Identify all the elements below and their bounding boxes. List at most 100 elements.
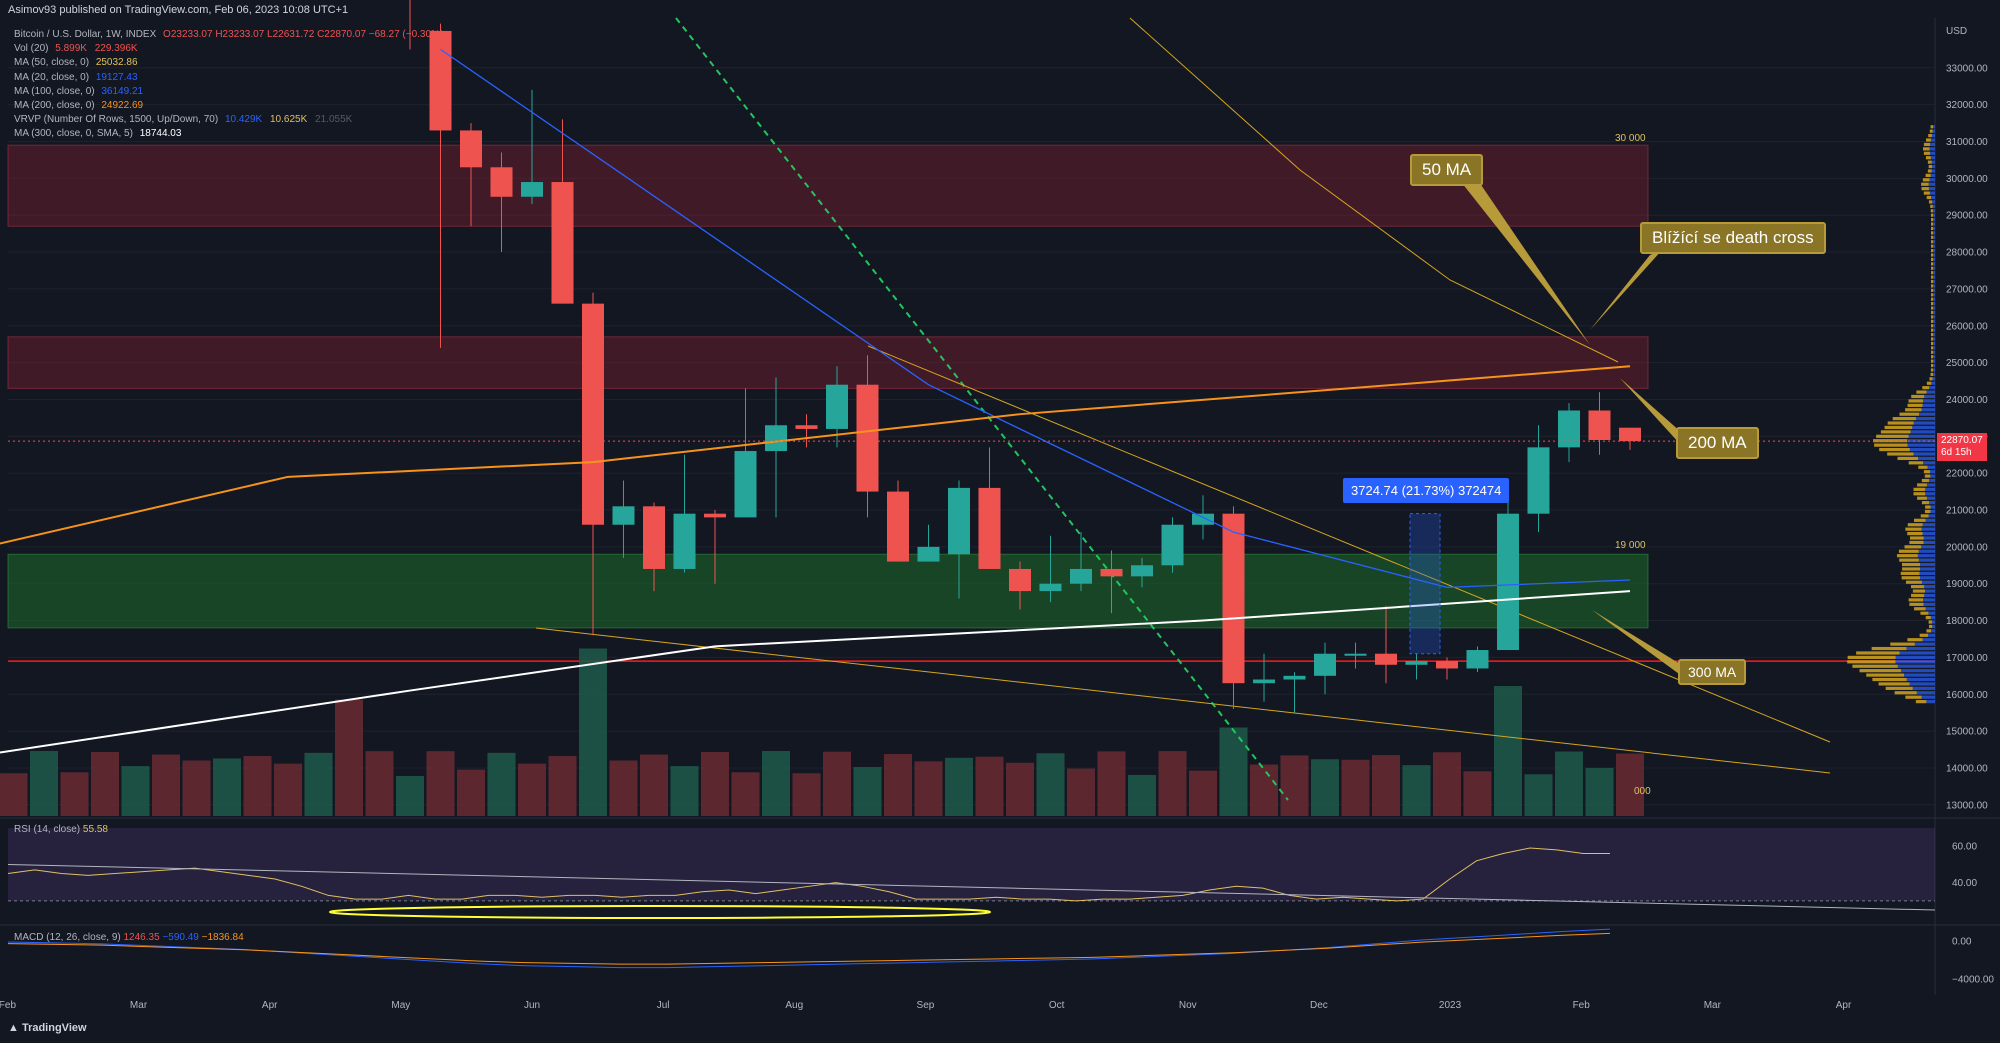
vrvp-bar-up [1931, 244, 1934, 248]
vrvp-bar-up [1880, 430, 1911, 434]
y-tick-label: 22000.00 [1946, 469, 1988, 480]
volume-bar [304, 752, 333, 816]
volume-bar [701, 751, 729, 816]
vrvp-bar-down [1933, 355, 1935, 359]
x-tick-label: Sep [917, 1000, 935, 1011]
candle-body [521, 182, 543, 197]
vrvp-bar-up [1908, 598, 1924, 602]
price-axis[interactable]: 33000.00 32000.00 31000.00 30000.00 29000.00… [1946, 26, 1988, 811]
vrvp-bar-down [1918, 456, 1935, 461]
vrvp-bar-up [1930, 359, 1934, 363]
vrvp-bar-down [1928, 633, 1935, 637]
y-tick-label: 28000.00 [1946, 248, 1988, 259]
vrvp-bar-down [1931, 381, 1935, 385]
vrvp-bar-up [1926, 138, 1931, 142]
vrvp-bar-down [1924, 593, 1935, 598]
vrvp-bar-down [1929, 142, 1935, 147]
volume-bar [823, 751, 851, 816]
vrvp-bar-up [1905, 580, 1922, 584]
vrvp-bar-up [1917, 496, 1927, 500]
vrvp-bar-up [1907, 523, 1923, 527]
vrvp-bar-up [1930, 222, 1934, 226]
vrvp-bar-up [1913, 487, 1926, 491]
vrvp-bar-down [1919, 412, 1935, 416]
time-axis[interactable]: Feb Mar Apr May Jun Jul Aug Sep Oct Nov Dec 2023 Feb… [0, 1000, 1852, 1011]
vrvp-bar-up [1931, 302, 1934, 306]
vrvp-bar-down [1933, 253, 1935, 257]
vrvp-bar-up [1872, 677, 1907, 682]
vrvp-bar-up [1910, 585, 1925, 589]
legend-vol[interactable]: Vol (20) 5.899K 229.396K [14, 43, 138, 55]
vrvp-bar-down [1933, 266, 1935, 270]
vrvp-bar-down [1923, 540, 1935, 545]
vrvp-bar-down [1925, 487, 1935, 491]
legend-ma200[interactable]: MA (200, close, 0) 24922.69 [14, 100, 144, 112]
vrvp-bar-down [1926, 483, 1935, 487]
vrvp-bar-up [1910, 536, 1924, 540]
volume-bar [1006, 762, 1034, 816]
legend-vrvp[interactable]: VRVP (Number Of Rows, 1500, Up/Down, 70)… [14, 114, 353, 126]
vrvp-bar-down [1918, 549, 1935, 553]
legend-ma100[interactable]: MA (100, close, 0) 36149.21 [14, 85, 144, 97]
legend-ma300[interactable]: MA (300, close, 0, SMA, 5) 18744.03 [14, 128, 182, 140]
vrvp-bar-down [1925, 492, 1935, 496]
vrvp-bar-up [1873, 439, 1908, 443]
vrvp-bar-down [1916, 691, 1935, 695]
vrvp-bar-down [1933, 222, 1935, 226]
vrvp-bar-down [1931, 134, 1935, 138]
vrvp-bar-up [1922, 147, 1930, 151]
y-tick-label: 19000.00 [1946, 579, 1988, 590]
vrvp-bar-up [1920, 514, 1929, 518]
candle-body [1436, 661, 1458, 669]
vrvp-bar-down [1930, 505, 1935, 509]
vrvp-bar-up [1930, 209, 1934, 213]
volume-bar [335, 699, 363, 816]
legend-ma20[interactable]: MA (20, close, 0) 19127.43 [14, 71, 138, 83]
vrvp-bar-down [1932, 620, 1935, 624]
vrvp-bar-down [1895, 655, 1935, 659]
vrvp-bar-up [1909, 602, 1924, 606]
vrvp-bar-down [1929, 178, 1935, 182]
vrvp-bar-up [1921, 501, 1930, 505]
macd-label: MACD (12, 26, close, 9) [14, 932, 121, 943]
rsi-trendline [7, 863, 1936, 911]
vrvp-bar-up [1919, 633, 1929, 637]
vrvp-bar-down [1923, 399, 1935, 403]
candle-body [948, 487, 970, 555]
vrvp-bar-up [1931, 275, 1934, 279]
vrvp-bar-up [1931, 248, 1934, 253]
vrvp-bar-down [1929, 478, 1935, 483]
legend-ma50[interactable]: MA (50, close, 0) 25032.86 [14, 57, 138, 69]
vrvp-bar-down [1933, 319, 1935, 323]
volume-bar [60, 772, 89, 816]
x-tick-label: Oct [1049, 1000, 1065, 1011]
volume-bar [396, 776, 424, 816]
vrvp-bar-up [1931, 346, 1934, 350]
candle-body [1466, 650, 1489, 669]
vrvp-bar-down [1933, 284, 1935, 288]
vrvp-bar-down [1933, 350, 1935, 354]
x-tick-label: Mar [1704, 1000, 1722, 1011]
vrvp-bar-down [1923, 598, 1935, 602]
vrvp-bar-up [1923, 191, 1930, 195]
vrvp-bar-up [1931, 324, 1934, 328]
vrvp-bar-up [1901, 576, 1920, 580]
vrvp-bar-down [1933, 315, 1935, 319]
vrvp-bar-up [1925, 173, 1931, 178]
tradingview-logo[interactable]: ▲ TradingView [8, 1022, 87, 1034]
vrvp-bar-up [1878, 682, 1910, 686]
rsi-pane[interactable]: 60.00 40.00 [7, 828, 1977, 919]
legend-symbol[interactable]: Bitcoin / U.S. Dollar, 1W, INDEX O23233.… [14, 29, 444, 40]
candle-body [704, 513, 726, 518]
vrvp-bar-down [1904, 673, 1935, 677]
vrvp-bar-down [1924, 585, 1935, 589]
volume-bar [1280, 755, 1309, 816]
y-tick-label: 17000.00 [1946, 653, 1988, 664]
macd-pane[interactable]: 0.00 −4000.00 [7, 928, 1994, 986]
vrvp-bar-up [1931, 240, 1934, 244]
vrvp-bar-down [1933, 363, 1935, 368]
vrvp-bar-down [1933, 275, 1935, 279]
trendline-upper [867, 345, 1831, 743]
vrvp-bar-up [1908, 461, 1924, 465]
